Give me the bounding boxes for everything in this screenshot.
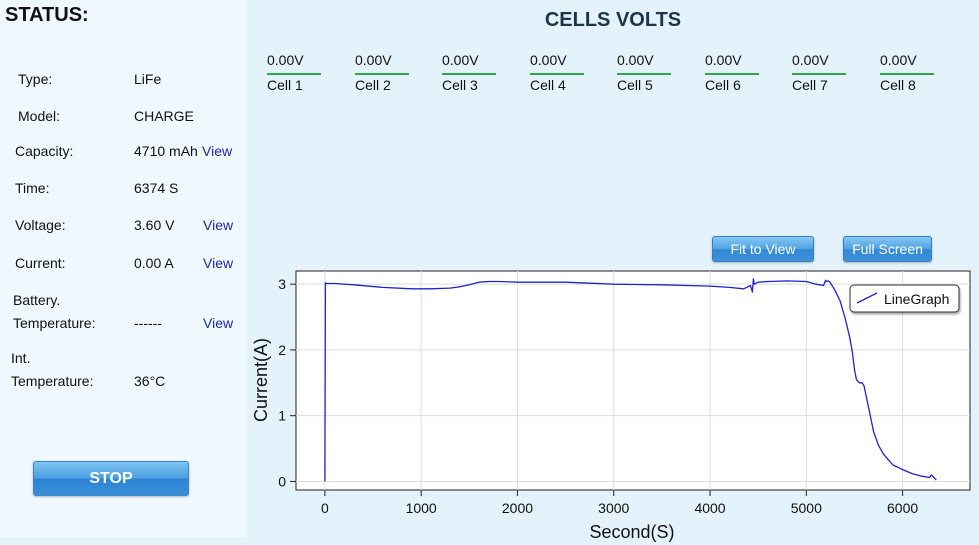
cell-voltage: 0.00V: [442, 52, 479, 68]
cell-label: Cell 4: [530, 73, 584, 93]
status-title: STATUS:: [5, 4, 89, 26]
series-line: [324, 278, 937, 482]
x-tick-label: 6000: [887, 500, 918, 516]
cell-2: 0.00V Cell 2: [355, 52, 409, 93]
stop-button[interactable]: STOP: [33, 461, 189, 496]
x-tick-label: 1000: [406, 500, 437, 516]
capacity-value: 4710 mAh: [134, 143, 198, 159]
int-temp-label-line1: Int.: [11, 350, 31, 366]
time-label: Time:: [15, 180, 50, 196]
cell-voltage: 0.00V: [705, 52, 742, 68]
cell-label: Cell 8: [880, 73, 934, 93]
int-temp-label-line2: Temperature:: [11, 373, 94, 389]
voltage-value: 3.60 V: [134, 217, 175, 233]
cell-label: Cell 2: [355, 73, 409, 93]
x-axis: 0 1000 2000 3000 4000 5000 6000: [321, 490, 918, 516]
y-tick-label: 3: [278, 276, 286, 292]
legend: LineGraph: [849, 284, 960, 313]
cell-voltage: 0.00V: [617, 52, 654, 68]
legend-box: [849, 284, 960, 313]
cell-label: Cell 6: [705, 73, 759, 93]
capacity-label: Capacity:: [15, 143, 74, 159]
y-tick-label: 2: [278, 342, 286, 358]
model-value: CHARGE: [134, 108, 194, 124]
x-tick-label: 5000: [791, 500, 822, 516]
battery-temp-view-link[interactable]: View: [203, 315, 234, 331]
battery-temp-value: ------: [134, 315, 162, 331]
cell-5: 0.00V Cell 5: [617, 52, 671, 93]
cell-label: Cell 3: [442, 73, 496, 93]
cell-1: 0.00V Cell 1: [267, 52, 321, 93]
voltage-view-link[interactable]: View: [203, 217, 234, 233]
capacity-view-link[interactable]: View: [202, 143, 233, 159]
x-tick-label: 4000: [694, 500, 725, 516]
type-value: LiFe: [134, 71, 162, 87]
cell-7: 0.00V Cell 7: [792, 52, 846, 93]
cell-voltage: 0.00V: [530, 52, 567, 68]
type-label: Type:: [18, 71, 53, 87]
x-tick-label: 2000: [502, 500, 533, 516]
y-axis: 0 1 2 3: [278, 276, 296, 489]
cell-voltage: 0.00V: [792, 52, 829, 68]
cell-label: Cell 1: [267, 73, 321, 93]
time-value: 6374 S: [134, 180, 179, 196]
battery-temp-label-line2: Temperature:: [13, 315, 96, 331]
full-screen-button[interactable]: Full Screen: [843, 236, 932, 262]
cell-4: 0.00V Cell 4: [530, 52, 584, 93]
cell-8: 0.00V Cell 8: [880, 52, 934, 93]
model-label: Model:: [18, 108, 61, 124]
y-tick-label: 1: [278, 408, 286, 424]
cell-6: 0.00V Cell 6: [705, 52, 759, 93]
voltage-label: Voltage:: [15, 217, 66, 233]
cell-voltage: 0.00V: [355, 52, 392, 68]
status-panel: STATUS: Type: LiFe Model: CHARGE Capacit…: [0, 0, 247, 537]
cell-voltage: 0.00V: [267, 52, 304, 68]
cell-voltage: 0.00V: [880, 52, 917, 68]
legend-label: LineGraph: [884, 291, 949, 307]
int-temp-value: 36°C: [134, 373, 166, 389]
cell-label: Cell 5: [617, 73, 671, 93]
y-axis-title: Current(A): [251, 338, 271, 422]
current-view-link[interactable]: View: [203, 255, 234, 271]
cell-3: 0.00V Cell 3: [442, 52, 496, 93]
x-tick-label: 3000: [598, 500, 629, 516]
current-value: 0.00 A: [134, 255, 174, 271]
current-label: Current:: [15, 255, 66, 271]
x-tick-label: 0: [321, 500, 329, 516]
legend-line-icon: [856, 292, 878, 304]
x-axis-title: Second(S): [589, 522, 674, 542]
cell-label: Cell 7: [792, 73, 846, 93]
fit-to-view-button[interactable]: Fit to View: [712, 236, 814, 262]
current-chart[interactable]: 0 1000 2000 3000 4000 5000 6000 0 1 2 3 LineGraph…: [247, 265, 979, 545]
cells-volts-title: CELLS VOLTS: [544, 9, 682, 31]
y-tick-label: 0: [278, 473, 286, 489]
battery-temp-label-line1: Battery.: [13, 292, 61, 308]
